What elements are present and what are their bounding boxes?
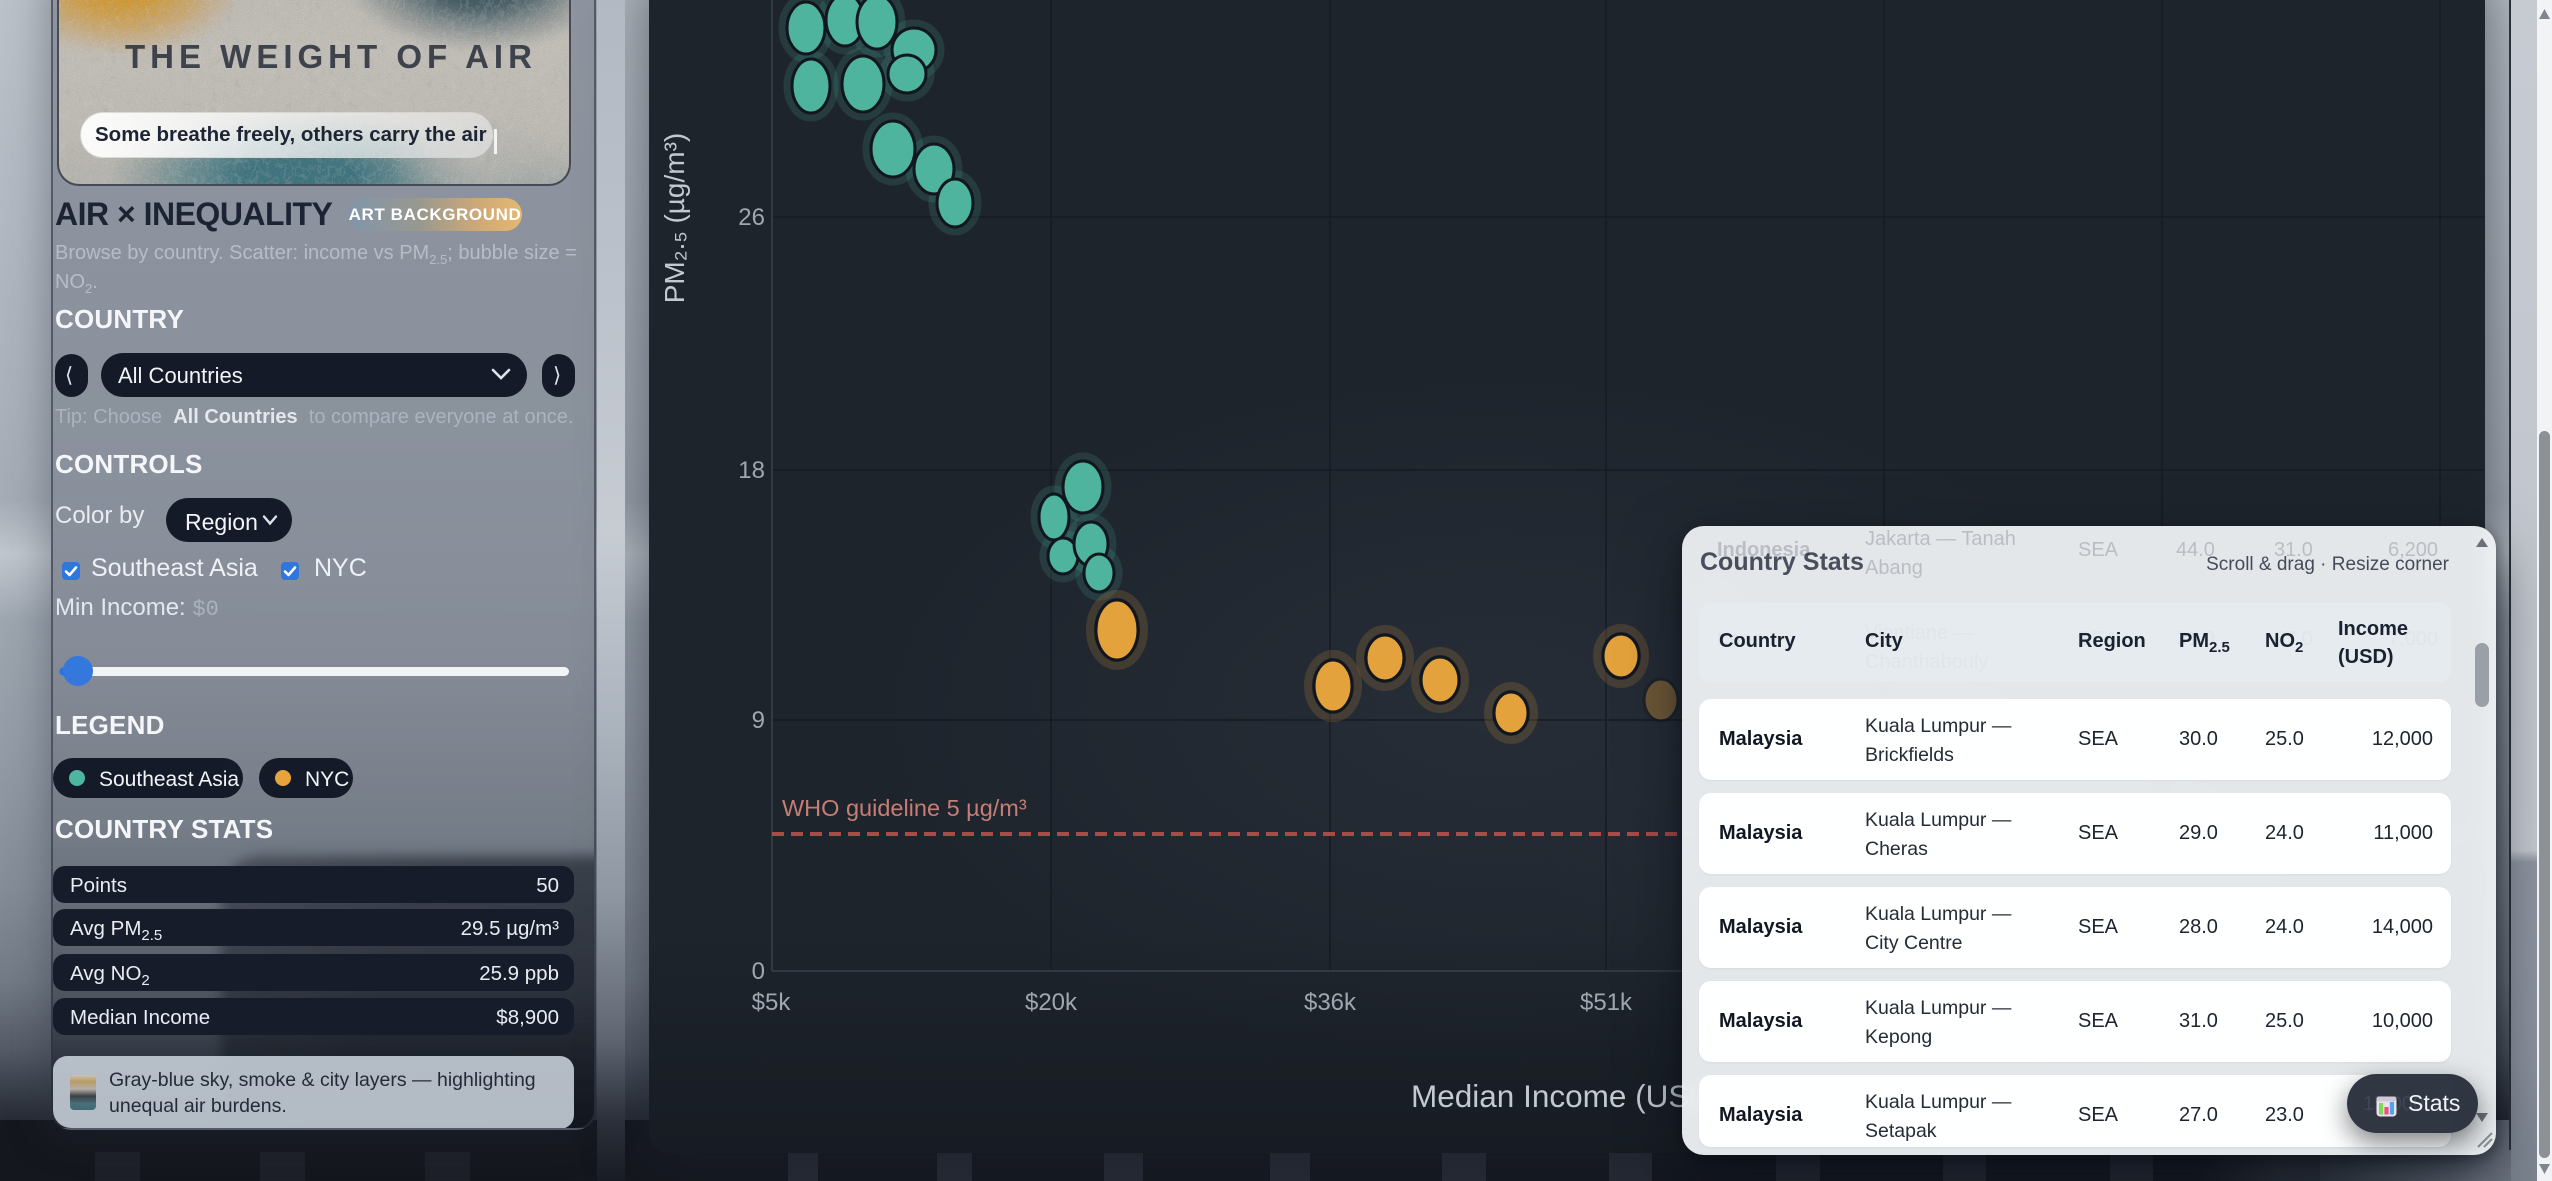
svg-text:$5k: $5k	[752, 989, 792, 1016]
svg-text:Median Income (USD): Median Income (USD)	[1411, 1078, 1723, 1114]
svg-text:$51k: $51k	[1580, 989, 1633, 1016]
svg-text:9: 9	[752, 707, 765, 734]
svg-text:26: 26	[738, 204, 765, 231]
svg-text:$36k: $36k	[1304, 989, 1357, 1016]
svg-text:PM₂.₅ (µg/m³): PM₂.₅ (µg/m³)	[659, 133, 690, 304]
svg-text:WHO guideline 5 µg/m³: WHO guideline 5 µg/m³	[782, 795, 1027, 821]
svg-text:0: 0	[752, 958, 765, 985]
svg-text:$20k: $20k	[1025, 989, 1078, 1016]
svg-text:18: 18	[738, 457, 765, 484]
